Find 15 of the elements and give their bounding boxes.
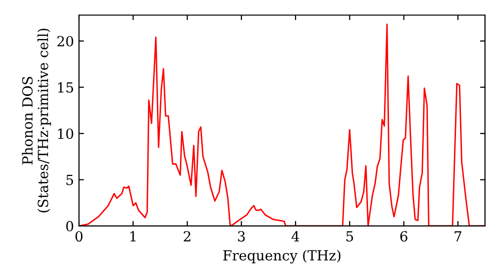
x-tick-label: 0 [75, 231, 82, 242]
x-tick-label: 1 [130, 231, 136, 242]
x-tick-label: 2 [184, 231, 190, 242]
x-tick-label: 7 [454, 231, 462, 242]
x-tick-label: 6 [400, 231, 408, 242]
y-tick-label: 20 [57, 36, 74, 46]
x-tick-label: 4 [292, 231, 300, 242]
x-tick-label: 3 [238, 231, 245, 242]
y-tick-label: 15 [58, 82, 74, 93]
x-axis-title: Frequency (THz) [223, 250, 340, 264]
y-tick-label: 5 [66, 174, 74, 186]
y-axis-title: Phonon DOS (States/THz·primitive cell) [22, 28, 51, 212]
x-tick-label: 5 [346, 231, 354, 242]
y-tick-label: 0 [66, 220, 74, 232]
y-tick-label: 10 [58, 128, 74, 139]
